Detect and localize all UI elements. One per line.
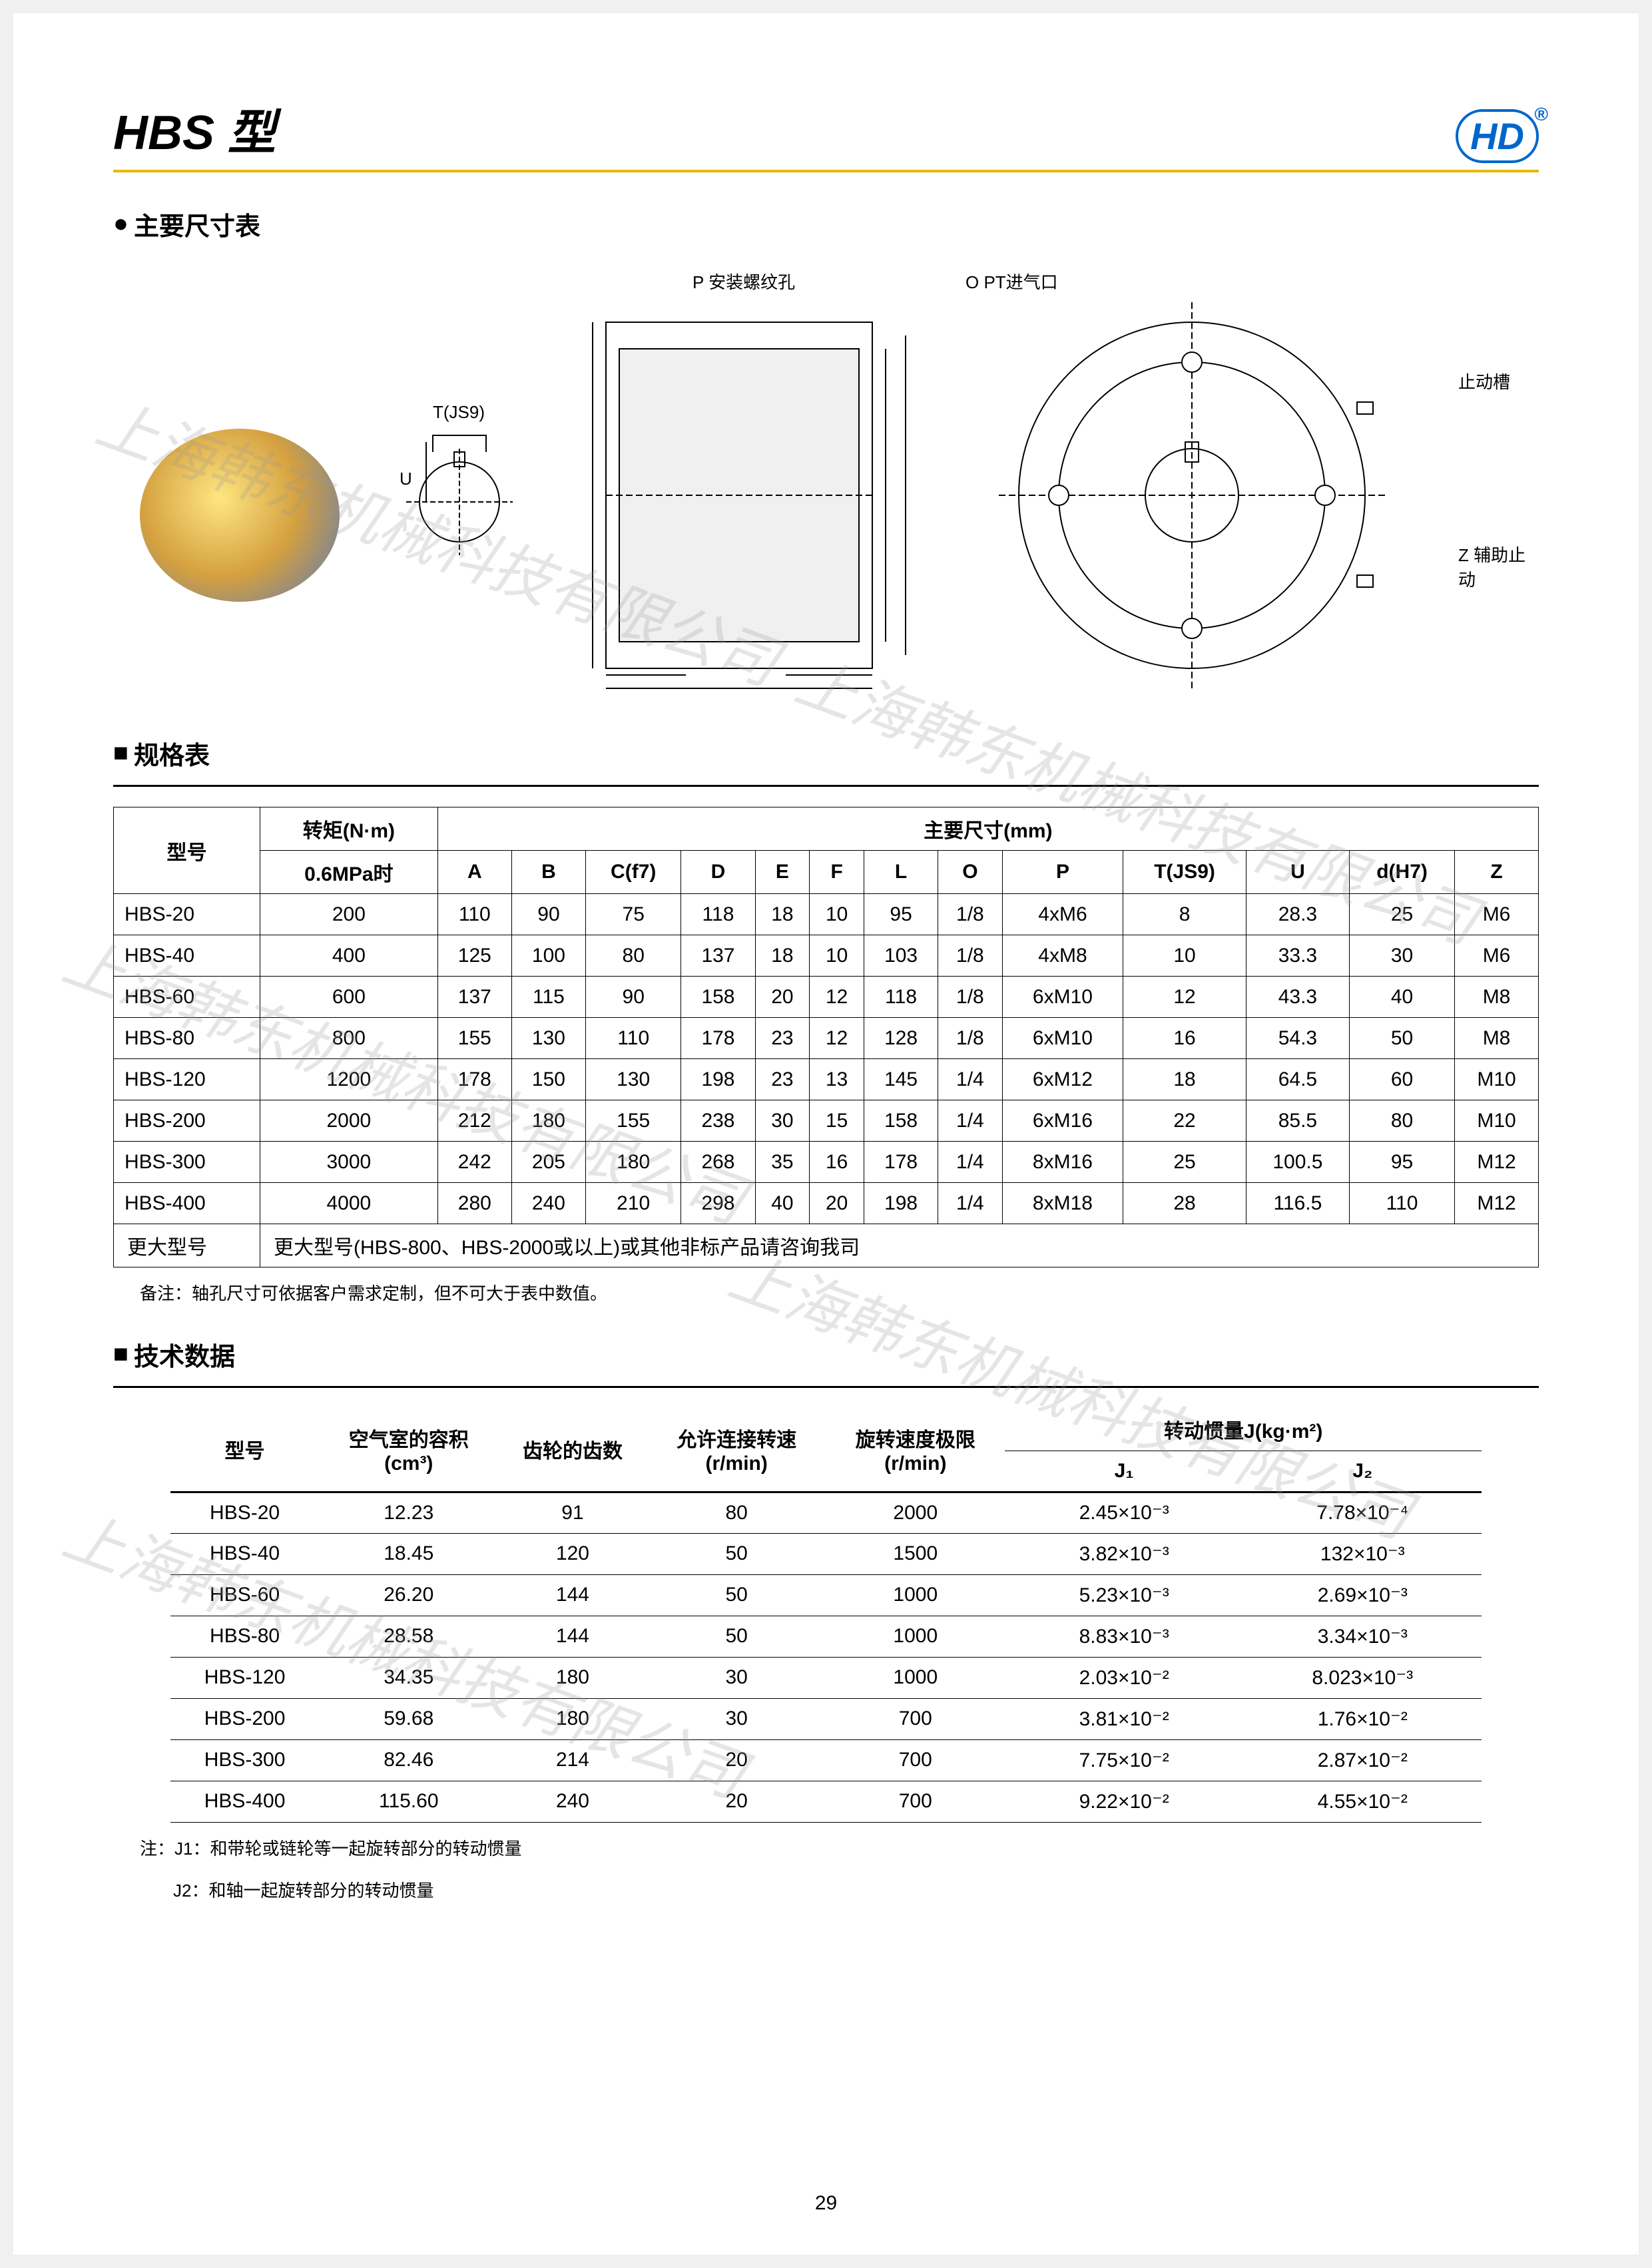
table-row: HBS-4018.451205015003.82×10⁻³132×10⁻³ [170,1533,1482,1574]
table-row: HBS-300300024220518026835161781/48xM1625… [114,1142,1539,1183]
table-row: HBS-2020011090751181810951/84xM6828.325M… [114,894,1539,935]
table-row: HBS-400400028024021029840201981/48xM1828… [114,1183,1539,1224]
table-row: HBS-120120017815013019823131451/46xM1218… [114,1059,1539,1100]
title-divider [113,170,1539,172]
tech-note-1: 注：J1：和带轮或链轮等一起旋转部分的转动惯量 [140,1833,1539,1865]
label-p: P 安装螺纹孔 [692,269,795,294]
company-logo: HD [1456,109,1539,163]
label-t: T(JS9) [433,402,485,423]
table-row: HBS-8028.581445010008.83×10⁻³3.34×10⁻³ [170,1616,1482,1657]
table-row: HBS-2012.23918020002.45×10⁻³7.78×10⁻⁴ [170,1492,1482,1533]
table-row: HBS-8080015513011017823121281/86xM101654… [114,1018,1539,1059]
table-row: HBS-20059.68180307003.81×10⁻²1.76×10⁻² [170,1698,1482,1739]
tech-underline [113,1386,1539,1388]
page-title: HBS 型 [113,93,276,163]
product-photo [140,429,340,602]
table-row: HBS-200200021218015523830151581/46xM1622… [114,1100,1539,1142]
tech-table: 型号空气室的容积(cm³)齿轮的齿数允许连接转速(r/min)旋转速度极限(r/… [170,1408,1482,1823]
label-u: U [400,469,412,489]
section-tech: 技术数据 [113,1336,1539,1373]
table-row: HBS-404001251008013718101031/84xM81033.3… [114,935,1539,977]
table-row: HBS-400115.60240207009.22×10⁻²4.55×10⁻² [170,1781,1482,1822]
label-opt: O PT进气口 [965,269,1058,294]
table-row: HBS-30082.46214207007.75×10⁻²2.87×10⁻² [170,1739,1482,1781]
page-number: 29 [13,2192,1639,2215]
section-specs: 规格表 [113,735,1539,772]
spec-table: 型号转矩(N·m)主要尺寸(mm)0.6MPa时ABC(f7)DEFLOPT(J… [113,807,1539,1267]
spec-underline [113,785,1539,787]
table-row: HBS-12034.351803010002.03×10⁻²8.023×10⁻³ [170,1657,1482,1698]
table-row: HBS-6026.201445010005.23×10⁻³2.69×10⁻³ [170,1574,1482,1616]
section-dimensions: 主要尺寸表 [113,206,1539,242]
diagram-area: P 安装螺纹孔 O PT进气口 T(JS9) U 止动槽 Z 辅助止动 上海韩东… [113,256,1539,708]
label-auxstop: Z 辅助止动 [1458,542,1539,591]
label-stopslot: 止动槽 [1458,369,1510,393]
tech-note-2: J2：和轴一起旋转部分的转动惯量 [173,1875,1539,1907]
table-row: HBS-606001371159015820121181/86xM101243.… [114,977,1539,1018]
technical-drawing [393,269,1525,695]
spec-footnote: 备注：轴孔尺寸可依据客户需求定制，但不可大于表中数值。 [140,1278,1539,1309]
